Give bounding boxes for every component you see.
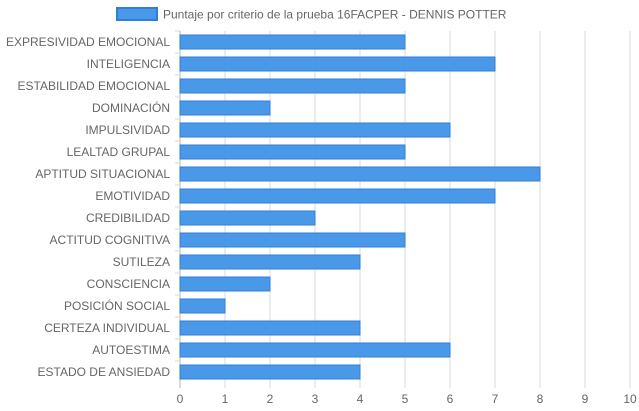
bars <box>179 34 541 380</box>
x-tick-label: 8 <box>537 392 544 406</box>
bar[interactable] <box>179 254 361 270</box>
bar[interactable] <box>179 320 361 336</box>
bar[interactable] <box>179 100 271 116</box>
category-label: EMOTIVIDAD <box>95 189 170 203</box>
bar[interactable] <box>179 210 316 226</box>
x-tick-label: 1 <box>222 392 229 406</box>
bar[interactable] <box>179 34 406 50</box>
category-label: CREDIBILIDAD <box>86 211 170 225</box>
x-tick-label: 9 <box>582 392 589 406</box>
x-tick-label: 5 <box>402 392 409 406</box>
x-tick-label: 0 <box>177 392 184 406</box>
bar[interactable] <box>179 342 451 358</box>
category-labels: EXPRESIVIDAD EMOCIONAL INTELIGENCIA ESTABI… <box>6 35 170 379</box>
x-tick-label: 7 <box>492 392 499 406</box>
category-label: ESTABILIDAD EMOCIONAL <box>18 79 171 93</box>
x-tick-label: 6 <box>447 392 454 406</box>
bar[interactable] <box>179 78 406 94</box>
category-label: POSICIÓN SOCIAL <box>64 298 170 313</box>
category-label: ACTITUD COGNITIVA <box>50 233 170 247</box>
x-tick-label: 2 <box>267 392 274 406</box>
x-tick-label: 3 <box>312 392 319 406</box>
category-label: CERTEZA INDIVIDUAL <box>44 321 170 335</box>
category-label: IMPULSIVIDAD <box>85 123 170 137</box>
category-label: SUTILEZA <box>113 255 170 269</box>
category-label: ESTADO DE ANSIEDAD <box>38 365 171 379</box>
category-label: INTELIGENCIA <box>87 57 170 71</box>
bar[interactable] <box>179 276 271 292</box>
bar[interactable] <box>179 298 226 314</box>
category-label: LEALTAD GRUPAL <box>67 145 171 159</box>
bar[interactable] <box>179 166 541 182</box>
legend[interactable]: Puntaje por criterio de la prueba 16FACP… <box>116 7 507 22</box>
bar[interactable] <box>179 144 406 160</box>
legend-series-label: Puntaje por criterio de la prueba 16FACP… <box>163 8 507 22</box>
category-label: DOMINACIÓN <box>92 100 170 115</box>
x-tick-label: 4 <box>357 392 364 406</box>
bar[interactable] <box>179 364 361 380</box>
category-label: APTITUD SITUACIONAL <box>35 167 170 181</box>
bar[interactable] <box>179 122 451 138</box>
bar[interactable] <box>179 188 496 204</box>
bar[interactable] <box>179 56 496 72</box>
bar[interactable] <box>179 232 406 248</box>
x-tick-label: 10 <box>623 392 637 406</box>
category-label: CONSCIENCIA <box>87 277 170 291</box>
category-label: EXPRESIVIDAD EMOCIONAL <box>6 35 170 49</box>
legend-swatch <box>116 7 158 21</box>
x-axis-ticks: 0 1 2 3 4 5 6 7 8 9 10 <box>177 392 637 406</box>
category-label: AUTOESTIMA <box>92 343 170 357</box>
